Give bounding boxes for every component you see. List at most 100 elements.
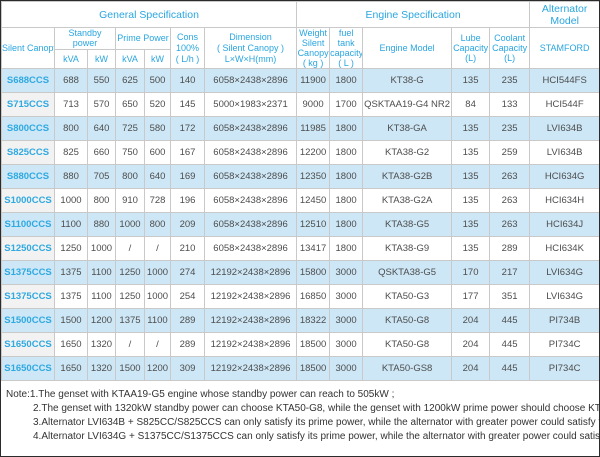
data-cell: 204 <box>451 308 491 333</box>
model-link[interactable]: S1000CCS <box>4 195 52 206</box>
data-cell: 3000 <box>329 284 364 309</box>
data-cell: 445 <box>489 308 531 333</box>
data-cell: 1320 <box>87 356 116 381</box>
table-row: S1000CCS 1000 800 910 728 196 6058×2438×2896 12… <box>1 188 599 213</box>
data-cell: 177 <box>451 284 491 309</box>
col-header-prime-power: Prime Power <box>115 27 171 50</box>
data-cell: 1800 <box>329 212 364 237</box>
col-header-coolant-capacity: Coolant Capacity (L) <box>489 27 531 69</box>
data-cell: 650 <box>115 92 145 117</box>
data-cell: 15800 <box>296 260 331 285</box>
data-cell: 172 <box>170 116 205 141</box>
data-cell: 1100 <box>87 284 116 309</box>
data-cell: 9000 <box>296 92 331 117</box>
table-header: General Specification Engine Specificati… <box>1 1 599 70</box>
model-cell: S1650CCS <box>1 332 55 357</box>
data-cell: 445 <box>489 332 531 357</box>
col-header-silent-canopy: Silent Canopy <box>1 27 55 69</box>
data-cell: KTA38-G2 <box>362 140 453 165</box>
data-cell: 1320 <box>87 332 116 357</box>
data-cell: 235 <box>489 68 531 93</box>
data-cell: 1375 <box>115 308 145 333</box>
data-cell: 640 <box>144 164 171 189</box>
data-cell: 135 <box>451 116 491 141</box>
data-cell: 800 <box>87 188 116 213</box>
model-link[interactable]: S1375CCS <box>4 291 52 302</box>
data-cell: 1200 <box>144 356 171 381</box>
data-cell: 520 <box>144 92 171 117</box>
data-cell: 640 <box>87 116 116 141</box>
data-cell: 705 <box>87 164 116 189</box>
table-row: S1375CCS 1375 1100 1250 1000 254 12192×2438×28… <box>1 284 599 309</box>
data-cell: 16850 <box>296 284 331 309</box>
model-link[interactable]: S1500CCS <box>4 315 52 326</box>
data-cell: HCI544F <box>529 92 599 117</box>
data-cell: 289 <box>489 236 531 261</box>
data-cell: PI734C <box>529 332 599 357</box>
data-cell: 6058×2438×2896 <box>203 68 298 93</box>
model-cell: S1375CCS <box>1 284 55 309</box>
model-cell: S1650CCS <box>1 356 55 381</box>
table-row: S800CCS 800 640 725 580 172 6058×2438×2896 1198… <box>1 116 599 141</box>
table-row: S825CCS 825 660 750 600 167 6058×2438×2896 1220… <box>1 140 599 165</box>
model-cell: S1250CCS <box>1 236 55 261</box>
col-header-fuel-tank: fuel tank capacity ( L ) <box>329 27 364 69</box>
section-header-row: General Specification Engine Specificati… <box>1 1 599 28</box>
data-cell: / <box>144 236 171 261</box>
data-cell: 135 <box>451 68 491 93</box>
data-cell: 12450 <box>296 188 331 213</box>
data-cell: QSKTAA19-G4 NR2 <box>362 92 453 117</box>
table-row: S1100CCS 1100 880 1000 800 209 6058×2438×2896 1… <box>1 212 599 237</box>
data-cell: 169 <box>170 164 205 189</box>
model-link[interactable]: S1650CCS <box>4 339 52 350</box>
data-cell: 1800 <box>329 164 364 189</box>
col-header-cons: Cons 100% ( L/h ) <box>170 27 205 69</box>
data-cell: KT38-G <box>362 68 453 93</box>
col-header-lube-capacity: Lube Capacity (L) <box>451 27 491 69</box>
model-link[interactable]: S1100CCS <box>4 219 52 230</box>
model-link[interactable]: S688CCS <box>6 75 50 86</box>
data-cell: LVI634B <box>529 116 599 141</box>
col-header-dimension: Dimension ( Silent Canopy ) L×W×H(mm) <box>203 27 298 69</box>
data-cell: 1800 <box>329 116 364 141</box>
data-cell: 84 <box>451 92 491 117</box>
table-row: S1250CCS 1250 1000//210 6058×2438×2896 13417… <box>1 236 599 261</box>
model-link[interactable]: S1650CCS <box>4 363 52 374</box>
data-cell: PI734B <box>529 308 599 333</box>
data-cell: 1200 <box>87 308 116 333</box>
data-cell: KTA38-G2A <box>362 188 453 213</box>
data-cell: 263 <box>489 164 531 189</box>
model-cell: S800CCS <box>1 116 55 141</box>
col-header-standby-kw: kW <box>87 48 116 70</box>
data-cell: 910 <box>115 188 145 213</box>
data-cell: 3000 <box>329 332 364 357</box>
col-header-standby-kva: kVA <box>54 48 88 70</box>
data-cell: 204 <box>451 356 491 381</box>
data-cell: 688 <box>54 68 88 93</box>
model-link[interactable]: S1250CCS <box>4 243 52 254</box>
model-link[interactable]: S1375CCS <box>4 267 52 278</box>
model-link[interactable]: S825CCS <box>6 147 50 158</box>
data-cell: 1500 <box>54 308 88 333</box>
data-cell: KT38-GA <box>362 116 453 141</box>
data-cell: KTA50-GS8 <box>362 356 453 381</box>
data-cell: 1000 <box>54 188 88 213</box>
model-cell: S1100CCS <box>1 212 55 237</box>
model-link[interactable]: S800CCS <box>6 123 50 134</box>
data-cell: 800 <box>144 212 171 237</box>
data-cell: KTA38-G2B <box>362 164 453 189</box>
data-cell: QSKTA38-G5 <box>362 260 453 285</box>
data-cell: 800 <box>115 164 145 189</box>
model-link[interactable]: S715CCS <box>6 99 50 110</box>
model-link[interactable]: S880CCS <box>6 171 50 182</box>
col-header-prime-kva: kVA <box>115 48 145 70</box>
data-cell: 196 <box>170 188 205 213</box>
data-cell: 728 <box>144 188 171 213</box>
data-cell: 500 <box>144 68 171 93</box>
data-cell: 135 <box>451 212 491 237</box>
data-cell: 6058×2438×2896 <box>203 164 298 189</box>
data-cell: HCI634G <box>529 164 599 189</box>
data-cell: 18500 <box>296 332 331 357</box>
data-cell: 1000 <box>87 236 116 261</box>
data-cell: 1100 <box>54 212 88 237</box>
